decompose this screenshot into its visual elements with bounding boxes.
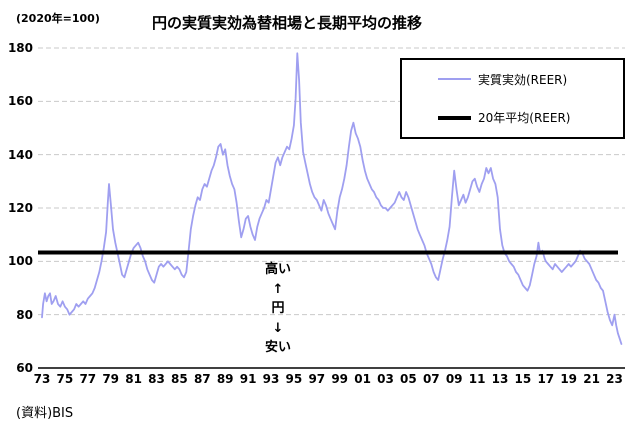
x-tick-label-15: 15 — [514, 372, 532, 386]
x-tick-label-13: 13 — [491, 372, 509, 386]
x-tick-label-87: 87 — [193, 372, 211, 386]
x-tick-label-19: 19 — [560, 372, 578, 386]
legend-label-reer: 実質実効(REER) — [478, 72, 568, 87]
y-tick-label-80: 80 — [16, 307, 33, 322]
average-line-swatch — [438, 115, 471, 120]
x-tick-label-79: 79 — [102, 372, 120, 386]
x-tick-label-77: 77 — [79, 372, 97, 386]
x-tick-label-09: 09 — [445, 372, 463, 386]
x-tick-label-73: 73 — [33, 372, 51, 386]
x-tick-label-89: 89 — [216, 372, 234, 386]
x-tick-label-91: 91 — [239, 372, 257, 386]
x-tick-label-01: 01 — [354, 372, 371, 386]
x-tick-label-11: 11 — [468, 372, 486, 386]
x-tick-label-07: 07 — [422, 372, 440, 386]
x-tick-label-83: 83 — [148, 372, 165, 386]
chart-title: 円の実質実効為替相場と長期平均の推移 — [151, 14, 423, 32]
legend-item-reer: 実質実効(REER) — [402, 71, 623, 88]
legend-label-average: 20年平均(REER) — [478, 111, 571, 126]
y-tick-label-100: 100 — [7, 254, 33, 269]
reer-line — [41, 52, 623, 345]
unit-note: (2020年=100) — [16, 12, 100, 25]
y-tick-label-140: 140 — [7, 147, 33, 162]
x-tick-label-93: 93 — [262, 372, 280, 386]
x-tick-label-85: 85 — [171, 372, 188, 386]
legend-item-average: 20年平均(REER) — [402, 109, 623, 126]
x-tick-label-21: 21 — [583, 372, 600, 386]
annotation-line-high: 高い — [264, 262, 292, 277]
source-note: (資料)BIS — [16, 406, 74, 421]
x-tick-label-03: 03 — [377, 372, 394, 386]
y-tick-label-60: 60 — [16, 361, 33, 375]
y-tick-label-120: 120 — [7, 201, 33, 215]
down-arrow-icon: ↓ — [272, 320, 284, 336]
x-tick-label-81: 81 — [125, 372, 142, 386]
x-tick-label-97: 97 — [308, 372, 326, 386]
y-tick-label-180: 180 — [7, 41, 33, 55]
x-tick-label-05: 05 — [400, 372, 417, 386]
x-tick-label-95: 95 — [285, 372, 303, 386]
annotation-line-low: 安い — [264, 340, 292, 355]
legend-box: 実質実効(REER) 20年平均(REER) — [400, 58, 625, 139]
x-tick-label-99: 99 — [331, 372, 349, 386]
reer-line-swatch — [438, 78, 471, 81]
y-tick-label-160: 160 — [7, 94, 33, 109]
x-tick-label-17: 17 — [537, 372, 555, 386]
annotation-line-yen: 円 — [271, 301, 285, 316]
x-tick-label-75: 75 — [56, 372, 74, 386]
x-tick-label-23: 23 — [606, 372, 623, 386]
up-arrow-icon: ↑ — [272, 281, 284, 297]
annotation-yen-direction: 高い ↑ 円 ↓ 安い — [265, 260, 291, 358]
